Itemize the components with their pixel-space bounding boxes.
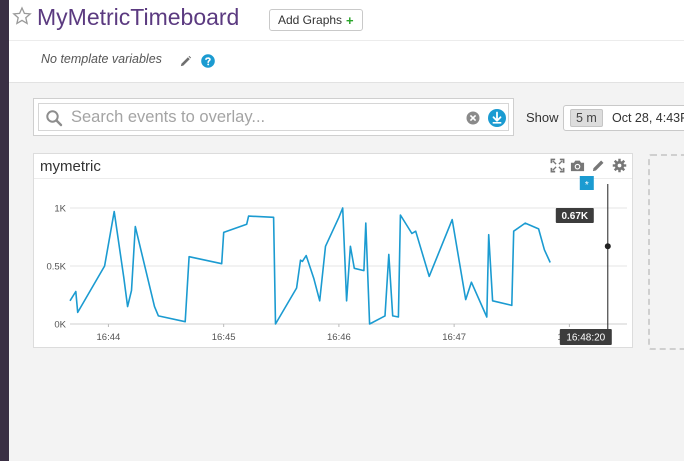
time-tooltip-label: 16:48:20	[566, 333, 605, 344]
x-tick-label: 16:47	[442, 332, 466, 343]
star-icon[interactable]	[12, 6, 32, 26]
line-chart: 0K0.5K1K16:4416:4516:4616:4716:48*0.67K1…	[46, 176, 627, 345]
timeseries-widget: mymetric 0K 0.5K 1K 16:44 16:45 16:46 16:47 16:…	[33, 153, 633, 348]
event-search-input[interactable]	[71, 107, 461, 127]
timeframe-range: Oct 28, 4:43P	[612, 111, 684, 125]
pencil-icon[interactable]	[179, 55, 192, 68]
title-row: MyMetricTimeboard Add Graphs +	[9, 0, 684, 41]
timeframe-selector[interactable]: 5 m Oct 28, 4:43P	[563, 105, 684, 131]
x-tick-label: 16:45	[212, 332, 236, 343]
timespan-badge[interactable]: 5 m	[570, 109, 603, 127]
download-icon[interactable]	[487, 108, 507, 128]
gear-icon[interactable]	[612, 158, 627, 173]
add-graphs-label: Add Graphs	[278, 13, 343, 27]
help-icon[interactable]	[201, 54, 215, 68]
dashboard-title: MyMetricTimeboard	[37, 4, 240, 30]
event-marker-label: *	[585, 180, 589, 191]
widget-header-divider	[34, 178, 632, 179]
y-tick-label: 0K	[54, 320, 66, 331]
expand-icon[interactable]	[550, 158, 565, 173]
clear-icon[interactable]	[466, 111, 480, 125]
cursor-point	[604, 243, 611, 250]
plus-icon: +	[346, 12, 354, 28]
value-tooltip	[555, 208, 594, 223]
widget-title: mymetric	[40, 158, 101, 175]
y-tick-label: 0.5K	[46, 262, 66, 273]
show-label: Show	[526, 110, 559, 125]
series-line	[69, 207, 551, 325]
dashboard-header: MyMetricTimeboard Add Graphs + No templa…	[9, 0, 684, 83]
value-tooltip-label: 0.67K	[561, 211, 588, 222]
template-variables-text: No template variables	[41, 52, 162, 66]
event-search-bar	[33, 98, 514, 136]
x-tick-label: 16:46	[327, 332, 351, 343]
event-marker	[579, 176, 594, 190]
add-graphs-button[interactable]: Add Graphs +	[269, 9, 363, 31]
time-tooltip	[559, 329, 612, 345]
left-sidebar-strip	[0, 0, 9, 461]
event-search-field	[38, 103, 509, 131]
widget-pencil-icon[interactable]	[591, 158, 606, 173]
x-tick-label: 16:44	[97, 332, 121, 343]
y-tick-label: 1K	[54, 204, 66, 215]
empty-widget-placeholder	[648, 154, 684, 350]
camera-icon[interactable]	[570, 158, 585, 173]
search-icon	[46, 110, 63, 127]
